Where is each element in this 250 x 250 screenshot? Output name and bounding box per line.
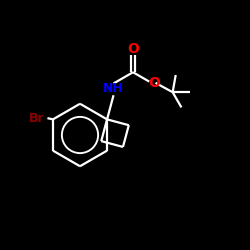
Text: NH: NH [103, 82, 124, 96]
Text: Br: Br [29, 112, 44, 124]
Text: O: O [127, 42, 139, 56]
Text: O: O [148, 76, 160, 90]
